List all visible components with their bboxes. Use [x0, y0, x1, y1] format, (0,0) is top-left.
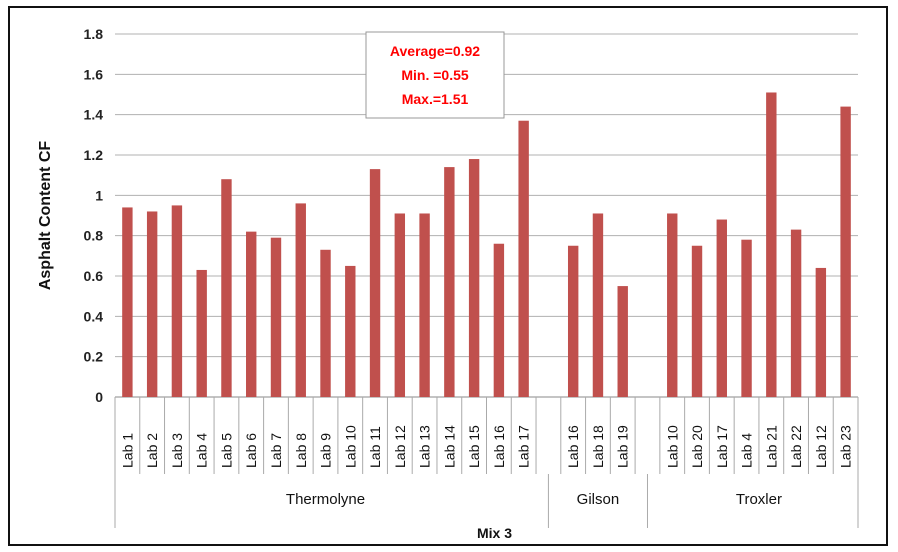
x-tick-label: Lab 4	[194, 433, 210, 468]
x-tick-label: Lab 15	[466, 425, 482, 468]
y-axis-label: Asphalt Content CF	[37, 141, 54, 291]
bar	[840, 106, 851, 397]
bar	[741, 239, 752, 397]
group-label: Gilson	[577, 491, 620, 508]
bar	[221, 179, 232, 397]
bar	[617, 286, 628, 397]
x-tick-label: Lab 21	[763, 425, 779, 468]
x-tick-label: Lab 16	[565, 425, 581, 468]
y-tick-label: 1.2	[84, 147, 104, 163]
x-tick-label: Lab 10	[342, 425, 358, 468]
x-tick-label: Lab 1	[119, 433, 135, 468]
group-label: Troxler	[736, 491, 782, 508]
bar	[667, 213, 678, 397]
x-tick-label: Lab 7	[268, 433, 284, 468]
annotation-box	[365, 31, 505, 119]
bar	[716, 219, 727, 397]
annotation-text: Average=0.92	[390, 43, 480, 59]
bar	[419, 213, 430, 397]
x-tick-label: Lab 18	[590, 425, 606, 468]
y-tick-label: 1.8	[84, 26, 104, 42]
x-tick-label: Lab 6	[243, 433, 259, 468]
y-tick-label: 0.8	[84, 228, 104, 244]
x-tick-label: Lab 17	[714, 425, 730, 468]
x-tick-label: Lab 19	[615, 425, 631, 468]
bar	[493, 243, 505, 397]
annotation-text: Min. =0.55	[401, 67, 469, 83]
x-tick-label: Lab 3	[169, 433, 185, 468]
bar	[122, 207, 133, 397]
x-tick-label: Lab 13	[417, 425, 433, 468]
y-tick-label: 1.4	[84, 107, 104, 123]
bar	[567, 245, 579, 397]
bar	[518, 120, 529, 397]
annotation-text: Max.=1.51	[402, 91, 469, 107]
x-tick-label: Lab 12	[813, 425, 829, 468]
bar	[691, 245, 703, 397]
y-tick-label: 1.6	[84, 66, 104, 82]
x-tick-label: Lab 23	[838, 425, 854, 468]
x-tick-label: Lab 8	[293, 433, 309, 468]
x-tick-label: Lab 20	[689, 425, 705, 468]
x-tick-label: Lab 22	[788, 425, 804, 468]
x-tick-label: Lab 16	[491, 425, 507, 468]
bar	[171, 205, 183, 397]
x-tick-label: Lab 10	[664, 425, 680, 468]
bar	[766, 92, 777, 397]
x-tick-label: Lab 4	[739, 433, 755, 468]
y-tick-label: 0.6	[84, 268, 104, 284]
x-tick-label: Lab 5	[218, 433, 234, 468]
x-tick-label: Lab 11	[367, 426, 383, 468]
bar	[246, 231, 257, 397]
bar	[468, 159, 480, 397]
bar	[146, 211, 158, 397]
x-tick-label: Lab 17	[516, 425, 532, 468]
group-label: Thermolyne	[286, 491, 365, 508]
bar	[270, 237, 282, 397]
bar	[790, 229, 802, 397]
bar	[345, 265, 356, 397]
y-tick-label: 1	[95, 187, 103, 203]
y-tick-label: 0.2	[84, 349, 104, 365]
bar	[369, 169, 381, 397]
x-tick-label: Lab 14	[441, 425, 457, 468]
bar	[815, 267, 827, 397]
bar	[196, 269, 207, 397]
bar-chart: 0 0.2 0.4 0.6 0.8 1 1.2 1.4 1.6 1.8 Asphalt Conten…	[37, 26, 859, 541]
chart-frame: 0 0.2 0.4 0.6 0.8 1 1.2 1.4 1.6 1.8 Asphalt Conten…	[8, 6, 888, 546]
bar	[592, 213, 604, 397]
y-tick-label: 0.4	[84, 308, 104, 324]
bar	[320, 249, 331, 397]
x-axis-label: Mix 3	[477, 525, 512, 541]
bar	[394, 213, 406, 397]
x-tick-label: Lab 2	[144, 433, 160, 468]
x-tick-label: Lab 12	[392, 425, 408, 468]
y-tick-label: 0	[95, 389, 103, 405]
bar	[295, 203, 306, 397]
bar	[444, 167, 455, 397]
x-tick-label: Lab 9	[318, 433, 334, 468]
